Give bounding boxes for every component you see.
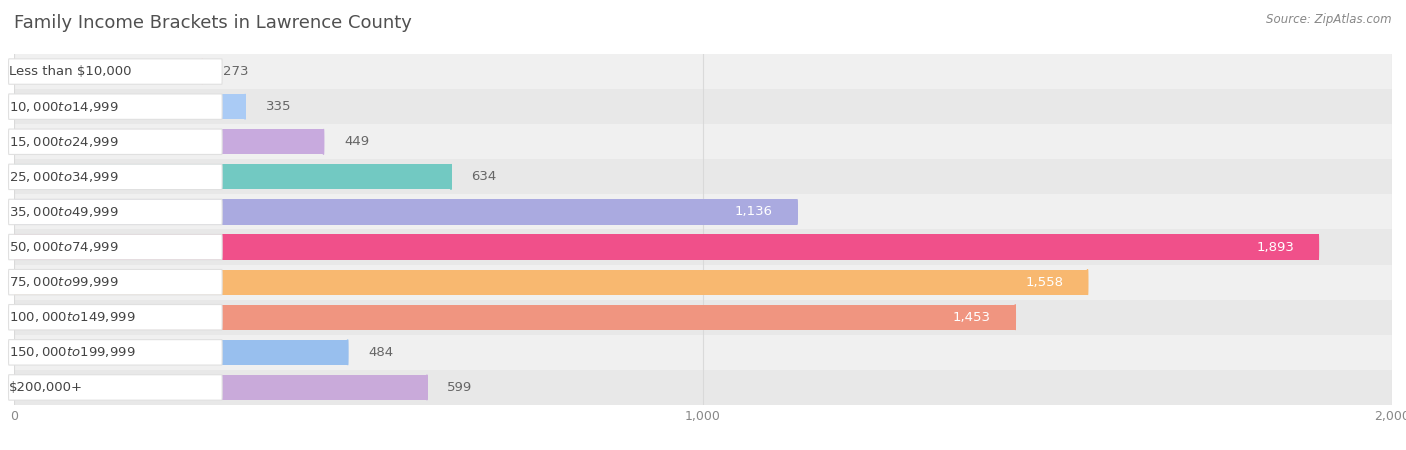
- Bar: [14, 375, 427, 400]
- Text: $10,000 to $14,999: $10,000 to $14,999: [8, 99, 118, 114]
- Bar: [14, 164, 451, 189]
- FancyBboxPatch shape: [8, 94, 222, 119]
- Bar: [0, 54, 1406, 89]
- Bar: [14, 270, 1087, 295]
- Bar: [14, 340, 347, 365]
- Text: Source: ZipAtlas.com: Source: ZipAtlas.com: [1267, 14, 1392, 27]
- Bar: [14, 199, 797, 225]
- Text: 1,558: 1,558: [1025, 276, 1063, 288]
- Text: 335: 335: [266, 100, 291, 113]
- Bar: [0, 335, 1406, 370]
- Bar: [0, 370, 1406, 405]
- Bar: [0, 159, 1406, 194]
- FancyBboxPatch shape: [8, 234, 222, 260]
- Bar: [14, 94, 245, 119]
- Bar: [14, 59, 202, 84]
- Text: Less than $10,000: Less than $10,000: [8, 65, 132, 78]
- Text: 1,893: 1,893: [1256, 241, 1294, 253]
- FancyBboxPatch shape: [8, 340, 222, 365]
- Bar: [0, 300, 1406, 335]
- FancyBboxPatch shape: [8, 305, 222, 330]
- Bar: [0, 194, 1406, 230]
- Bar: [14, 234, 1319, 260]
- Text: 1,453: 1,453: [953, 311, 991, 324]
- FancyBboxPatch shape: [8, 199, 222, 225]
- Text: 1,136: 1,136: [734, 206, 772, 218]
- Text: 273: 273: [222, 65, 249, 78]
- Text: $75,000 to $99,999: $75,000 to $99,999: [8, 275, 118, 289]
- Text: $25,000 to $34,999: $25,000 to $34,999: [8, 170, 118, 184]
- Bar: [14, 305, 1015, 330]
- Text: $150,000 to $199,999: $150,000 to $199,999: [8, 345, 135, 360]
- FancyBboxPatch shape: [8, 164, 222, 189]
- Text: 484: 484: [368, 346, 394, 359]
- Text: $15,000 to $24,999: $15,000 to $24,999: [8, 135, 118, 149]
- Bar: [0, 89, 1406, 124]
- Bar: [14, 129, 323, 154]
- Text: $200,000+: $200,000+: [8, 381, 83, 394]
- FancyBboxPatch shape: [8, 270, 222, 295]
- FancyBboxPatch shape: [8, 129, 222, 154]
- Text: $35,000 to $49,999: $35,000 to $49,999: [8, 205, 118, 219]
- FancyBboxPatch shape: [8, 59, 222, 84]
- Text: Family Income Brackets in Lawrence County: Family Income Brackets in Lawrence Count…: [14, 14, 412, 32]
- Text: 634: 634: [471, 171, 496, 183]
- Bar: [0, 265, 1406, 300]
- FancyBboxPatch shape: [8, 375, 222, 400]
- Bar: [0, 124, 1406, 159]
- Text: $50,000 to $74,999: $50,000 to $74,999: [8, 240, 118, 254]
- Bar: [0, 230, 1406, 265]
- Text: 449: 449: [344, 135, 370, 148]
- Text: $100,000 to $149,999: $100,000 to $149,999: [8, 310, 135, 324]
- Text: 599: 599: [447, 381, 472, 394]
